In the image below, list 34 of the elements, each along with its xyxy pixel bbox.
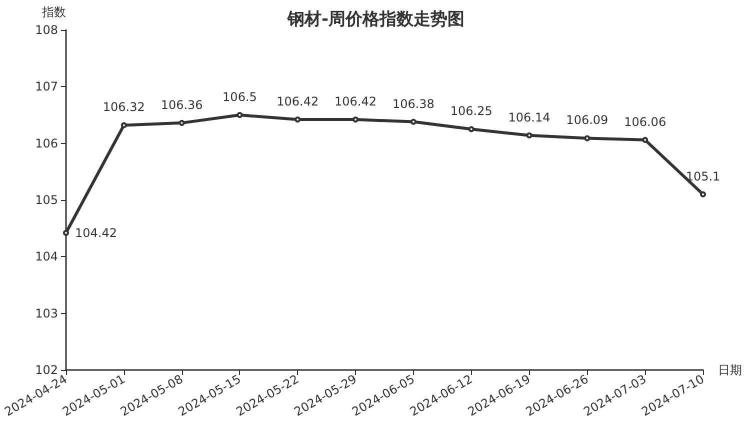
data-label: 106.5 <box>222 90 257 104</box>
y-tick-label: 103 <box>35 306 58 320</box>
y-axis-title: 指数 <box>40 5 66 19</box>
point <box>120 122 127 128</box>
data-label: 106.38 <box>392 96 434 111</box>
y-tick-label: 104 <box>35 250 58 264</box>
point <box>642 136 648 143</box>
data-label: 105.1 <box>686 169 720 184</box>
point <box>468 126 474 132</box>
y-tick-label: 108 <box>35 23 58 37</box>
point <box>178 120 185 126</box>
data-label: 106.09 <box>566 113 608 128</box>
point <box>62 230 69 236</box>
data-label: 106.36 <box>160 98 203 112</box>
point <box>584 135 590 142</box>
y-tick-label: 107 <box>35 80 58 94</box>
point <box>352 116 359 123</box>
y-tick-label: 106 <box>35 136 58 150</box>
data-label: 104.42 <box>74 226 117 240</box>
y-tick-label: 105 <box>35 193 58 207</box>
point <box>294 116 301 123</box>
point <box>410 118 416 125</box>
data-label: 106.25 <box>450 104 492 118</box>
data-label: 106.06 <box>624 114 666 129</box>
x-axis-title: 日期 <box>718 363 742 377</box>
point <box>526 132 532 138</box>
data-label: 106.32 <box>102 100 145 114</box>
data-label: 106.42 <box>276 94 319 109</box>
data-label: 106.14 <box>508 110 550 124</box>
point <box>700 191 706 198</box>
point <box>236 112 243 118</box>
chart-title: 钢材-周价格指数走势图 <box>286 10 465 30</box>
data-label: 106.42 <box>334 94 377 109</box>
y-tick-label: 102 <box>35 363 58 377</box>
